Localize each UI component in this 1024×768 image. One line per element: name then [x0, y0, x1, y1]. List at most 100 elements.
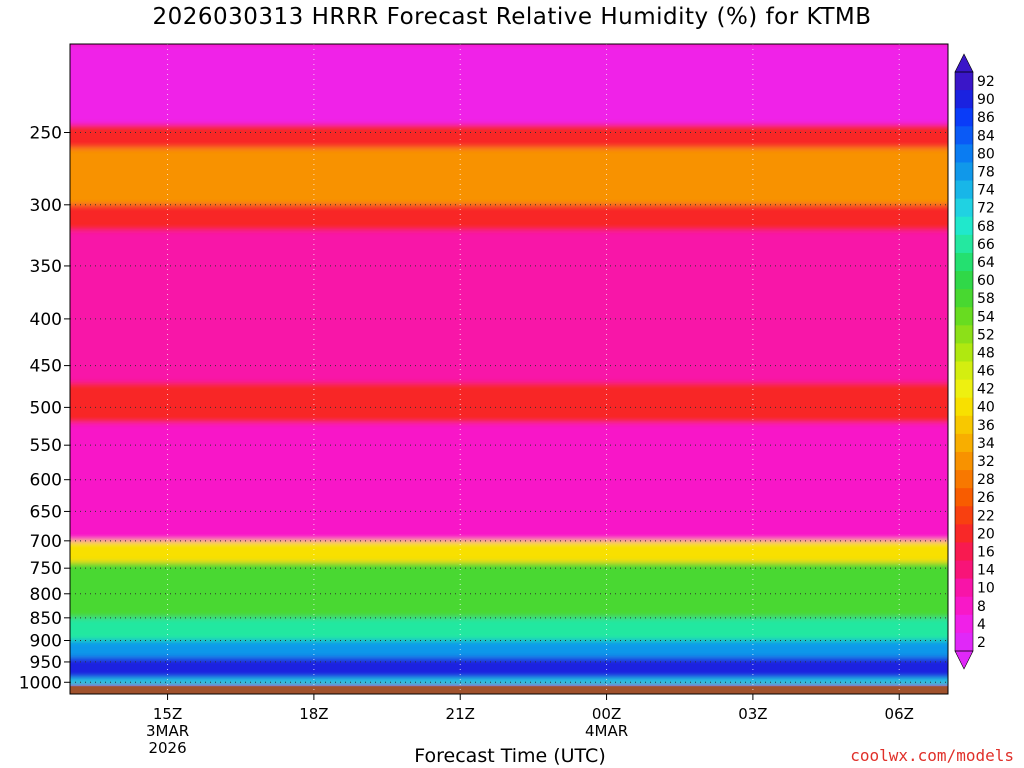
x-tick-label: 21Z	[446, 705, 475, 723]
colorbar-swatch	[955, 614, 973, 634]
rh-layer	[70, 230, 948, 383]
colorbar-label: 32	[977, 454, 995, 470]
colorbar-swatch	[955, 198, 973, 218]
y-tick-label: 450	[30, 357, 62, 377]
colorbar-swatch	[955, 126, 973, 145]
colorbar-label: 40	[977, 400, 995, 416]
x-axis-label: Forecast Time (UTC)	[414, 745, 606, 767]
rh-layer	[70, 678, 948, 687]
y-tick-label: 600	[30, 471, 62, 491]
y-tick-label: 500	[30, 398, 62, 418]
plot-frame	[69, 43, 949, 695]
colorbar-swatch	[955, 397, 973, 417]
colorbar-label: 66	[977, 237, 995, 253]
colorbar-label: 8	[977, 599, 986, 615]
x-tick-label: 15Z	[153, 705, 182, 723]
colorbar-swatch	[955, 162, 973, 182]
y-tick-label: 1000	[19, 673, 62, 693]
colorbar-frame	[954, 71, 974, 652]
x-tick-label: 03Z	[738, 705, 767, 723]
colorbar-swatch	[955, 343, 973, 362]
colorbar-swatch	[955, 433, 973, 453]
colorbar-swatch	[955, 289, 973, 308]
colorbar-label: 26	[977, 490, 995, 506]
colorbar-arrow-bottom	[954, 650, 974, 670]
colorbar-swatch	[955, 180, 973, 200]
rh-layer	[70, 422, 948, 541]
rh-layer	[70, 617, 948, 641]
colorbar-swatch	[955, 108, 973, 127]
colorbar-label: 2	[977, 635, 986, 651]
colorbar-label: 10	[977, 581, 995, 597]
colorbar-swatch	[955, 578, 973, 598]
y-tick-label: 700	[30, 532, 62, 552]
colorbar-label: 28	[977, 472, 995, 488]
rh-layer	[70, 148, 948, 205]
x-tick-label: 06Z	[885, 705, 914, 723]
y-tick-label: 350	[30, 257, 62, 277]
colorbar-label: 84	[977, 128, 995, 144]
rh-layer	[70, 44, 948, 125]
colorbar-swatch	[955, 72, 973, 91]
colorbar-label: 16	[977, 544, 995, 560]
colorbar-swatch	[955, 271, 973, 290]
colorbar-swatch	[955, 560, 973, 580]
ground-strip	[70, 686, 948, 694]
colorbar-swatch	[955, 488, 973, 507]
colorbar-swatch	[955, 596, 973, 616]
colorbar-label: 54	[977, 309, 995, 325]
rh-field	[70, 44, 948, 694]
colorbar-swatch	[955, 506, 973, 525]
y-tick-label: 850	[30, 609, 62, 629]
colorbar-label: 14	[977, 563, 995, 579]
colorbar-label: 60	[977, 273, 995, 289]
colorbar-swatch	[955, 234, 973, 254]
colorbar-swatch	[955, 144, 973, 163]
colorbar-label: 68	[977, 219, 995, 235]
x-tick-sublabel: 4MAR	[585, 722, 628, 740]
colorbar-swatch	[955, 307, 973, 326]
y-tick-label: 650	[30, 502, 62, 522]
colorbar-swatch	[955, 379, 973, 399]
colorbar-label: 46	[977, 364, 995, 380]
colorbar-swatch	[955, 415, 973, 435]
colorbar-label: 86	[977, 110, 995, 126]
colorbar-swatch	[955, 451, 973, 471]
colorbar-label: 48	[977, 345, 995, 361]
x-tick-sublabel: 3MAR	[146, 722, 189, 740]
colorbar-label: 42	[977, 382, 995, 398]
y-tick-label: 900	[30, 631, 62, 651]
rh-layer	[70, 657, 948, 679]
y-tick-label: 750	[30, 559, 62, 579]
y-tick-label: 950	[30, 653, 62, 673]
y-tick-label: 550	[30, 436, 62, 456]
rh-layer	[70, 382, 948, 423]
colorbar-label: 90	[977, 92, 995, 108]
credit-link[interactable]: coolwx.com/models	[850, 746, 1014, 765]
y-tick-label: 300	[30, 196, 62, 216]
colorbar-swatch	[955, 542, 973, 562]
colorbar-swatch	[955, 90, 973, 109]
colorbar-label: 74	[977, 183, 995, 199]
x-tick-label: 00Z	[592, 705, 621, 723]
colorbar-label: 58	[977, 291, 995, 307]
rh-layer	[70, 124, 948, 149]
y-tick-label: 400	[30, 310, 62, 330]
chart-title: 2026030313 HRRR Forecast Relative Humidi…	[152, 4, 872, 30]
colorbar-swatch	[955, 325, 973, 344]
colorbar-label: 92	[977, 74, 995, 90]
x-tick-label: 18Z	[299, 705, 328, 723]
colorbar-swatch	[955, 252, 973, 272]
colorbar-label: 80	[977, 146, 995, 162]
colorbar-label: 20	[977, 526, 995, 542]
colorbar-label: 22	[977, 508, 995, 524]
colorbar-label: 36	[977, 418, 995, 434]
colorbar-label: 72	[977, 201, 995, 217]
colorbar-label: 34	[977, 436, 995, 452]
colorbar-label: 4	[977, 617, 986, 633]
rh-layer	[70, 204, 948, 231]
rh-layer	[70, 562, 948, 618]
y-tick-label: 250	[30, 123, 62, 143]
colorbar-label: 78	[977, 165, 995, 181]
